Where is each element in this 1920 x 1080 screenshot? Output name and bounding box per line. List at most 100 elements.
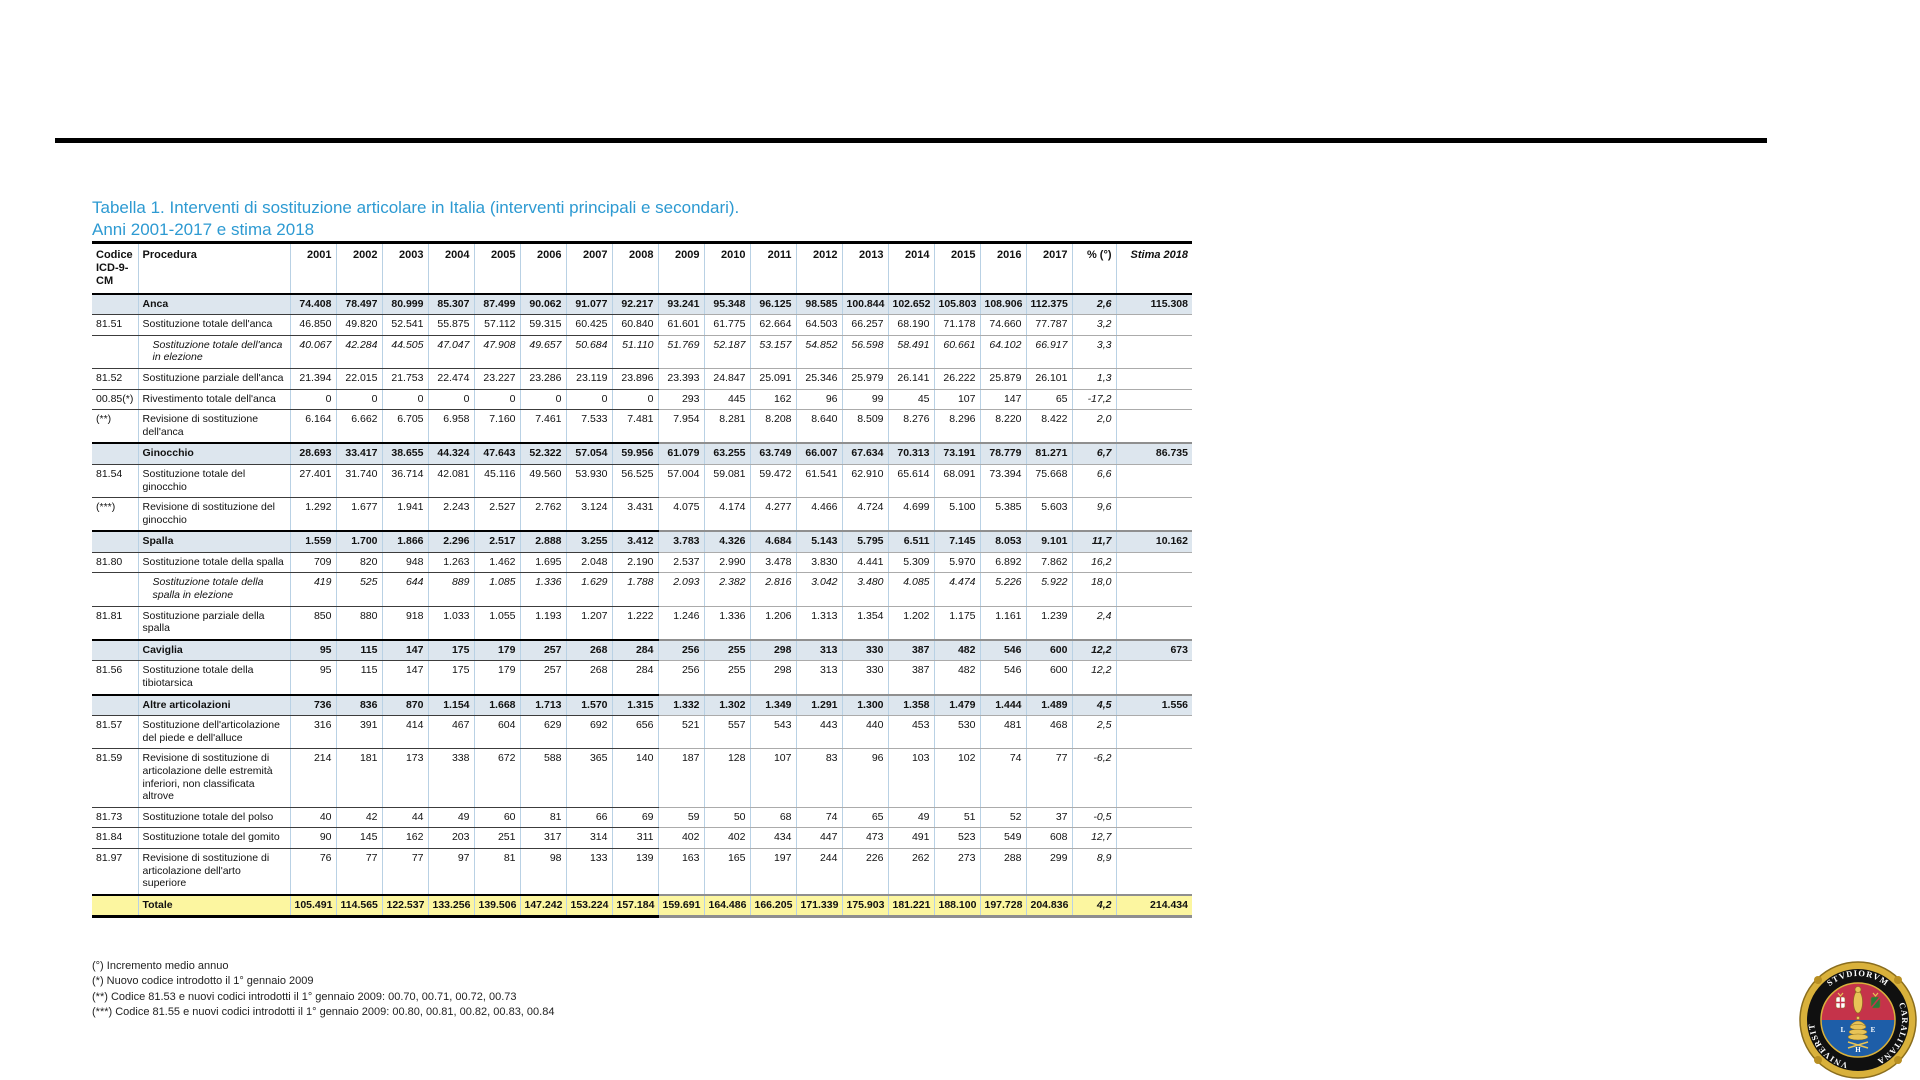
cell-year-2003: 1.866 — [381, 530, 428, 553]
interventi-table-wrap: Codice ICD-9-CM Procedura 2001 2002 2003 2004… — [92, 241, 1192, 919]
cell-year-2003: 0 — [381, 389, 428, 411]
cell-year-2017: 204.836 — [1025, 893, 1072, 919]
cell-year-2011: 298 — [749, 660, 796, 696]
cell-year-2012: 74 — [795, 807, 842, 829]
cell-year-2009: 3.783 — [657, 530, 704, 553]
cell-year-2015: 7.145 — [933, 530, 980, 553]
cell-year-2017: 5.603 — [1025, 497, 1072, 532]
cell-codice — [92, 893, 138, 919]
cell-codice — [92, 335, 138, 369]
table-row: Totale 105.491 114.565 122.537 133.256 139.50… — [92, 893, 1192, 919]
cell-year-2008: 0 — [611, 389, 658, 411]
cell-percent: 8,9 — [1071, 848, 1116, 896]
header-year-2010: 2010 — [703, 242, 750, 295]
cell-year-2004: 49 — [427, 807, 474, 829]
cell-year-2003: 948 — [381, 552, 428, 574]
cell-year-2012: 61.541 — [795, 464, 842, 499]
cell-year-2013: 226 — [841, 848, 888, 896]
cell-year-2006: 49.560 — [519, 464, 566, 499]
cell-year-2014: 387 — [887, 660, 934, 696]
cell-procedura: Sostituzione totale dell'anca in elezion… — [137, 335, 290, 369]
cell-year-2014: 65.614 — [887, 464, 934, 499]
footnote-line: (°) Incremento medio annuo — [92, 960, 229, 972]
header-year-2011: 2011 — [749, 242, 796, 295]
cell-year-2017: 1.239 — [1025, 606, 1072, 641]
cell-year-2009: 521 — [657, 715, 704, 750]
cell-stima — [1115, 660, 1192, 696]
cell-year-2008: 1.222 — [611, 606, 658, 641]
header-year-2001: 2001 — [289, 242, 336, 295]
cell-year-2004: 338 — [427, 748, 474, 808]
header-year-2012: 2012 — [795, 242, 842, 295]
cell-year-2011: 3.478 — [749, 552, 796, 574]
cell-year-2010: 2.990 — [703, 552, 750, 574]
cell-year-2010: 2.382 — [703, 572, 750, 607]
cell-year-2016: 74 — [979, 748, 1026, 808]
cell-year-2008: 284 — [611, 660, 658, 696]
cell-year-2012: 3.042 — [795, 572, 842, 607]
cell-year-2003: 162 — [381, 827, 428, 849]
table-row: 81.81 Sostituzione parziale della spalla 8… — [92, 606, 1192, 641]
cell-year-2012: 171.339 — [795, 893, 842, 919]
cell-stima — [1115, 409, 1192, 444]
cell-year-2009: 61.601 — [657, 314, 704, 336]
cell-year-2004: 175 — [427, 638, 474, 662]
cell-year-2016: 64.102 — [979, 335, 1026, 369]
cell-year-2010: 128 — [703, 748, 750, 808]
page-top-rule — [55, 138, 1767, 143]
cell-procedura: Anca — [137, 292, 290, 316]
cell-year-2014: 103 — [887, 748, 934, 808]
table-row: (***) Revisione di sostituzione del ginoc… — [92, 497, 1192, 532]
table-row: 81.51 Sostituzione totale dell'anca 46.850… — [92, 314, 1192, 336]
cell-codice — [92, 292, 138, 316]
cell-year-2015: 5.100 — [933, 497, 980, 532]
cell-year-2015: 482 — [933, 660, 980, 696]
cell-year-2011: 4.277 — [749, 497, 796, 532]
cell-year-2005: 57.112 — [473, 314, 520, 336]
cell-procedura: Sostituzione parziale dell'anca — [137, 368, 290, 390]
cell-year-2009: 4.075 — [657, 497, 704, 532]
cell-year-2014: 1.358 — [887, 693, 934, 717]
cell-year-2008: 60.840 — [611, 314, 658, 336]
cell-year-2001: 6.164 — [289, 409, 336, 444]
cell-year-2016: 288 — [979, 848, 1026, 896]
cell-year-2012: 25.346 — [795, 368, 842, 390]
footnote-line: (*) Nuovo codice introdotto il 1° gennai… — [92, 975, 314, 988]
cell-year-2016: 8.220 — [979, 409, 1026, 444]
cell-codice: 81.54 — [92, 464, 138, 499]
cell-year-2004: 2.296 — [427, 530, 474, 553]
cell-year-2012: 1.313 — [795, 606, 842, 641]
cell-year-2007: 3.124 — [565, 497, 612, 532]
cell-year-2016: 5.385 — [979, 497, 1026, 532]
cell-year-2004: 2.243 — [427, 497, 474, 532]
cell-year-2012: 447 — [795, 827, 842, 849]
cell-year-2005: 2.527 — [473, 497, 520, 532]
table-row: Sostituzione totale dell'anca in elezion… — [92, 335, 1192, 369]
cell-year-2006: 257 — [519, 660, 566, 696]
cell-year-2010: 52.187 — [703, 335, 750, 369]
table-title: Tabella 1. Interventi di sostituzione ar… — [92, 197, 739, 241]
cell-year-2013: 4.724 — [841, 497, 888, 532]
cell-year-2006: 1.713 — [519, 693, 566, 717]
cell-stima — [1115, 335, 1192, 369]
cell-stima: 115.308 — [1115, 292, 1192, 316]
cell-procedura: Totale — [137, 893, 290, 919]
cell-year-2015: 71.178 — [933, 314, 980, 336]
cell-procedura: Sostituzione parziale della spalla — [137, 606, 290, 641]
cell-year-2009: 163 — [657, 848, 704, 896]
cell-year-2008: 1.315 — [611, 693, 658, 717]
cell-year-2007: 3.255 — [565, 530, 612, 553]
table-row: (**) Revisione di sostituzione dell'anca 6… — [92, 409, 1192, 444]
cell-year-2002: 114.565 — [335, 893, 382, 919]
cell-codice: 81.59 — [92, 748, 138, 808]
cell-year-2013: 1.300 — [841, 693, 888, 717]
cell-stima — [1115, 748, 1192, 808]
seal-right-shield — [1870, 992, 1881, 1009]
cell-year-2010: 164.486 — [703, 893, 750, 919]
cell-percent: 3,3 — [1071, 335, 1116, 369]
cell-codice: (**) — [92, 409, 138, 444]
cell-year-2007: 133 — [565, 848, 612, 896]
cell-year-2002: 31.740 — [335, 464, 382, 499]
cell-year-2017: 75.668 — [1025, 464, 1072, 499]
cell-year-2005: 60 — [473, 807, 520, 829]
